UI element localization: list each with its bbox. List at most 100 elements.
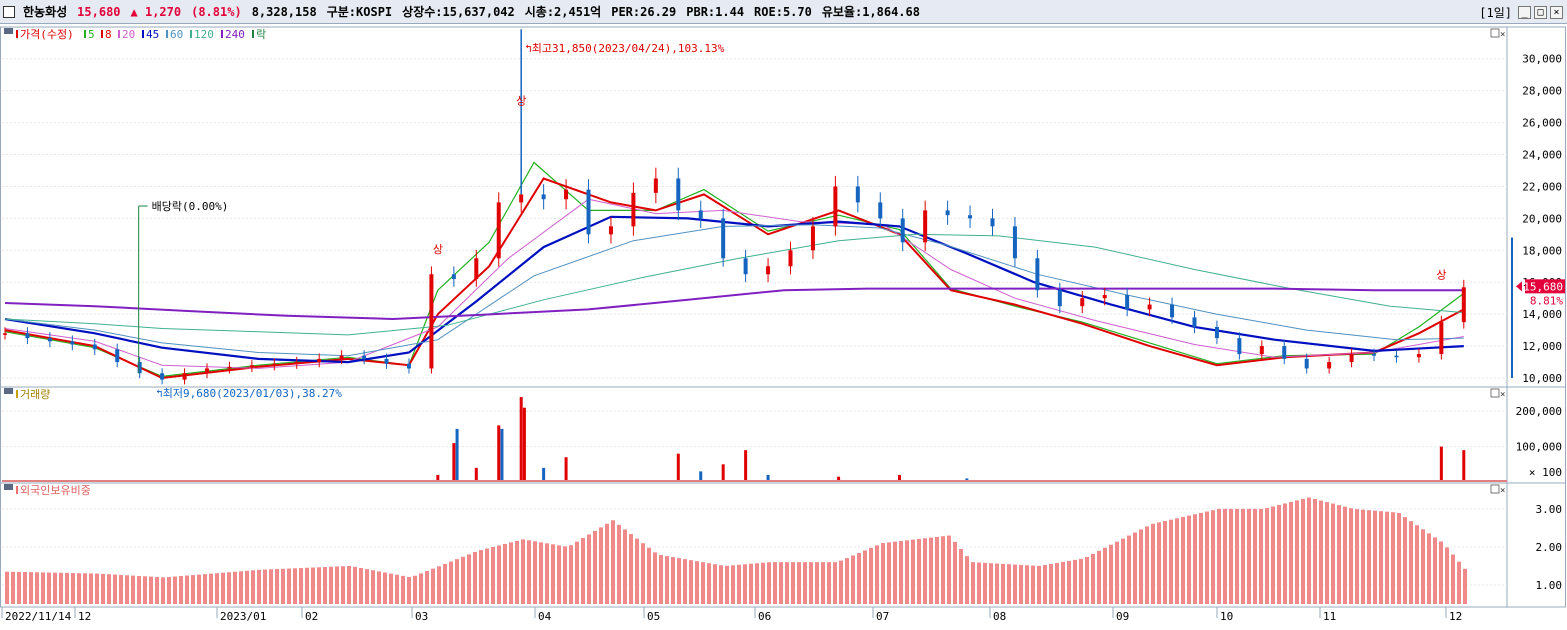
foreign-ownership-bar [959,549,963,604]
candle-body [496,202,501,259]
foreign-ownership-bar [929,537,933,604]
panel-maximize-icon [1490,484,1500,494]
foreign-ownership-bar [581,538,585,604]
foreign-ownership-bar [395,574,399,604]
ma-120-line [4,233,1464,336]
volume-bar [497,425,501,482]
x-tick-label: 2023/01 [220,610,266,623]
candle-body [115,349,120,363]
foreign-ownership-bar [1337,505,1341,604]
foreign-ownership-bar [731,565,735,604]
roe-value: ROE:5.70 [754,4,812,19]
foreign-ownership-bar [839,560,843,604]
foreign-ownership-bar [707,563,711,604]
candle-body [1259,346,1264,355]
foreign-ownership-bar [533,541,537,604]
candle-body [1057,290,1062,307]
volume-axis-tick-label: 200,000 [1516,405,1562,418]
legend-ma-240-swatch [221,30,223,38]
foreign-ownership-bar [503,543,507,604]
low-annotation: ↰최저9,680(2023/01/03),38.27% [156,387,342,400]
foreign-ownership-bar [263,569,267,604]
foreign-ownership-bar [1229,508,1233,604]
foreign-ownership-bar [1133,532,1137,604]
foreign-axis-tick-label: 3.00 [1536,503,1563,516]
price-axis-tick-label: 28,000 [1522,85,1562,98]
last-price-flag [1525,279,1565,294]
price-panel [0,26,1566,390]
x-tick-label: 06 [758,610,771,623]
foreign-ownership-bar [605,523,609,604]
foreign-ownership-bar [845,558,849,604]
foreign-ownership-bar [281,568,285,604]
foreign-ownership-bar [209,573,213,604]
foreign-ownership-bar [617,524,621,604]
panel-maximize-icon [1490,28,1500,38]
x-tick-label: 07 [876,610,889,623]
foreign-ownership-bar [863,550,867,604]
foreign-ownership-bar [1127,535,1131,604]
foreign-ownership-bar [689,560,693,604]
candle-body [698,210,703,219]
foreign-ownership-bar [1199,512,1203,604]
panel-close-icon: × [1500,486,1505,496]
candle-body [990,218,995,227]
panel-toggle-icon [4,388,13,394]
foreign-ownership-bar [479,550,483,604]
foreign-ownership-bar [71,573,75,604]
limit-up-marker: 상 [516,95,526,108]
foreign-ownership-bar [953,541,957,604]
foreign-ownership-bar [203,574,207,604]
foreign-ownership-bar [425,571,429,604]
foreign-ownership-bar [77,573,81,604]
pbr-value: PBR:1.44 [686,4,745,19]
foreign-ownership-bar [1271,506,1275,604]
volume-panel [0,386,1566,486]
foreign-ownership-bar [725,565,729,604]
foreign-ownership-bar [983,562,987,604]
volume-title-swatch [16,390,18,398]
minimize-icon[interactable]: _ [1518,6,1531,19]
candle-body [1035,258,1040,291]
price-axis-tick-label: 24,000 [1522,149,1562,162]
foreign-ownership-bar [1211,510,1215,604]
panel-maximize-icon [1490,388,1500,398]
foreign-ownership-bar [1445,547,1449,604]
foreign-ownership-bar [341,566,345,604]
listed-shares: 상장수:15,637,042 [402,5,515,19]
chart-area[interactable]: 10,00012,00014,00016,00018,00020,00022,0… [0,24,1567,630]
chart-header: 한농화성 15,680 ▲ 1,270 (8.81%) 8,328,158 구분… [0,0,1567,24]
foreign-ownership-bar [89,573,93,604]
market-type: 구분:KOSPI [326,5,393,19]
stock-price: 15,680 [77,4,121,19]
foreign-ownership-bar [233,571,237,604]
candle-body [1192,317,1197,327]
foreign-ownership-bar [173,576,177,604]
period-selector[interactable]: [1일] [1479,6,1512,20]
foreign-ownership-bar [737,564,741,604]
foreign-ownership-bar [515,540,519,604]
x-tick-label: 04 [538,610,552,623]
price-axis-tick-label: 10,000 [1522,372,1562,385]
foreign-ownership-bar [1013,564,1017,604]
x-tick-label: 2022/11/14 [5,610,72,623]
candle-body [92,344,97,350]
foreign-ownership-bar [497,545,501,604]
volume-panel-title: 거래량 [20,388,50,401]
candle-body [1327,362,1332,369]
foreign-ownership-bar [371,570,375,604]
ma-60-line [4,224,1464,357]
foreign-ownership-bar [491,546,495,604]
foreign-ownership-bar [1235,508,1239,604]
stock-name: 한농화성 [23,5,68,19]
foreign-ownership-bar [647,547,651,604]
foreign-ownership-bar [527,540,531,604]
maximize-icon[interactable]: □ [1534,6,1547,19]
foreign-ownership-bar [635,538,639,604]
volume-axis-tick-label: 100,000 [1516,441,1562,454]
select-checkbox[interactable] [3,5,15,18]
foreign-ownership-bar [545,543,549,604]
foreign-ownership-bar [1451,554,1455,604]
close-icon[interactable]: × [1550,6,1563,19]
foreign-ownership-bar [1049,563,1053,604]
